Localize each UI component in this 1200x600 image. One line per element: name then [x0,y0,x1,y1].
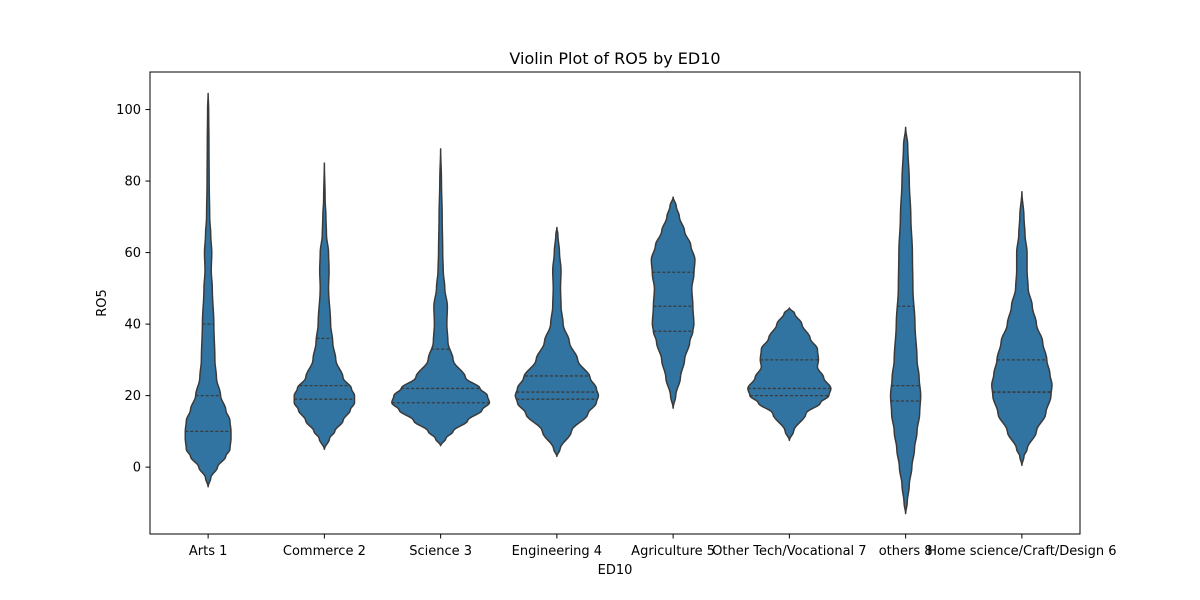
violin-body-1 [184,92,232,488]
y-tick-label: 40 [124,318,141,333]
x-tick-label: Agriculture 5 [631,544,715,559]
x-tick-label: Engineering 4 [512,544,602,559]
y-tick-label: 80 [124,175,141,190]
x-tick-label: Science 3 [409,544,472,559]
x-tick-label: Other Tech/Vocational 7 [712,544,866,559]
x-tick-label: others 8 [879,544,933,559]
plot-frame [149,71,1081,535]
y-tick-label: 60 [124,246,141,261]
x-axis-label: ED10 [598,563,633,578]
y-axis: 0 20 40 60 80 100 [116,103,150,476]
violin-body-4 [514,226,600,458]
y-tick-label: 0 [133,461,141,476]
y-tick-label: 100 [116,103,141,118]
violin-body-7 [889,126,922,515]
violin-body-8 [991,191,1053,467]
violin-body-5 [650,196,696,409]
violins-layer [184,92,1053,515]
x-tick-label: Commerce 2 [283,544,366,559]
chart-title: Violin Plot of RO5 by ED10 [509,49,720,68]
y-tick-label: 20 [124,389,141,404]
x-tick-label: Home science/Craft/Design 6 [927,544,1116,559]
violin-body-2 [293,162,356,450]
violin-body-3 [391,148,491,447]
violin-body-6 [747,307,832,442]
x-axis: Arts 1 Commerce 2 Science 3 Engineering 4 Ag… [189,534,1117,559]
y-axis-label: RO5 [95,289,110,317]
x-tick-label: Arts 1 [189,544,228,559]
